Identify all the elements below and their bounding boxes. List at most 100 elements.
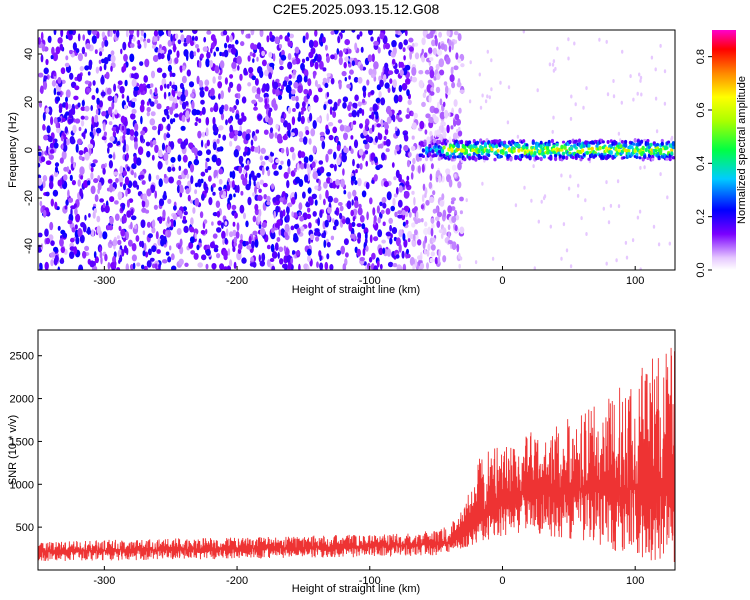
spectrogram-cell — [397, 264, 403, 270]
spectrogram-cell — [411, 111, 414, 117]
spectrogram-cell — [263, 194, 268, 200]
spectrogram-cell — [411, 122, 417, 130]
spectrogram-cell — [440, 121, 446, 127]
spectrogram-cell — [434, 130, 437, 138]
spectrogram-cell — [300, 62, 305, 71]
spectrogram-cell — [265, 83, 270, 92]
spectrogram-cell — [318, 179, 321, 187]
spectrogram-cell — [654, 149, 658, 153]
spectrogram-cell — [67, 103, 72, 110]
spectrogram-cell — [391, 162, 395, 168]
spectrogram-cell — [57, 266, 61, 270]
spectrogram-cell — [235, 231, 240, 239]
spectrogram-cell — [97, 181, 102, 191]
spectrogram-cell — [445, 56, 451, 65]
spectrogram-cell — [43, 67, 49, 75]
spectrogram-cell — [176, 228, 182, 235]
spectrogram-cell — [333, 151, 337, 160]
spectrogram-cell — [340, 178, 345, 188]
spectrogram-y-label: Frequency (Hz) — [7, 112, 19, 188]
spectrogram-cell — [437, 255, 441, 265]
spectrogram-cell — [377, 47, 381, 54]
spectrogram-cell — [380, 209, 385, 215]
spectrogram-cell — [126, 166, 130, 172]
spectrogram-cell — [324, 261, 329, 270]
spectrogram-cell — [109, 216, 114, 225]
spectrogram-cell — [443, 109, 449, 119]
spectrogram-cell — [293, 167, 297, 173]
spectrogram-cell — [203, 219, 208, 224]
spectrogram-cell — [320, 41, 324, 47]
spectrogram-cell — [50, 198, 54, 207]
spectrogram-cell — [61, 143, 64, 150]
spectrogram-cell — [362, 248, 366, 256]
spectrogram-cell — [254, 203, 259, 211]
spectrogram-cell — [427, 243, 431, 251]
spectrogram-cell — [136, 184, 139, 190]
spectrogram-cell — [397, 94, 403, 103]
spectrogram-cell — [312, 145, 317, 154]
spectrogram-cell — [373, 215, 377, 223]
spectrogram-cell — [569, 116, 573, 121]
spectrogram-cell — [375, 111, 379, 120]
spectrogram-cell — [169, 141, 175, 150]
spectrogram-cell — [290, 197, 296, 205]
spectrogram-cell — [215, 46, 220, 52]
spectrogram-cell — [137, 39, 141, 47]
spectrogram-cell — [131, 66, 137, 71]
spectrogram-cell — [136, 157, 142, 166]
spectrogram-cell — [523, 185, 526, 190]
spectrogram-cell — [450, 66, 454, 75]
spectrogram-cell — [59, 238, 64, 247]
spectrogram-cell — [398, 41, 403, 50]
spectrogram-cell — [117, 84, 121, 89]
spectrogram-cell — [194, 197, 200, 207]
spectrogram-cell — [229, 124, 234, 134]
spectrogram-cell — [227, 178, 230, 183]
spectrogram-cell — [445, 85, 449, 94]
spectrogram-cell — [172, 43, 177, 53]
spectrogram-cell — [372, 103, 378, 112]
spectrogram-cell — [334, 219, 339, 227]
spectrogram-cell — [227, 248, 231, 256]
spectrogram-cell — [200, 230, 206, 235]
spectrogram-cell — [217, 81, 223, 89]
spectrogram-cell — [379, 263, 383, 270]
spectrogram-cell — [287, 202, 293, 208]
spectrogram-cell — [72, 42, 77, 51]
spectrogram-cell — [408, 151, 412, 158]
spectrogram-cell — [298, 202, 303, 211]
spectrogram-cell — [131, 254, 137, 262]
spectrogram-cell — [448, 136, 452, 144]
spectrogram-cell — [96, 225, 101, 235]
spectrogram-cell — [328, 122, 334, 127]
spectrogram-cell — [607, 220, 611, 225]
spectrogram-cell — [343, 132, 348, 141]
y-tick-label: 2000 — [10, 394, 34, 406]
spectrogram-cell — [267, 117, 274, 126]
spectrogram-cell — [336, 144, 341, 152]
spectrogram-cell — [552, 68, 556, 73]
spectrogram-cell — [72, 109, 76, 115]
spectrogram-cell — [134, 123, 139, 132]
spectrogram-cell — [90, 172, 94, 180]
spectrogram-cell — [551, 62, 555, 67]
spectrogram-cell — [212, 183, 216, 188]
spectrogram-cell — [353, 139, 359, 149]
spectrogram-cell — [167, 52, 171, 62]
spectrogram-cell — [79, 166, 85, 176]
spectrogram-cell — [152, 139, 157, 146]
spectrogram-cell — [167, 39, 172, 47]
spectrogram-cell — [410, 145, 416, 151]
spectrogram-cell — [567, 37, 570, 42]
spectrogram-background — [38, 30, 675, 270]
spectrogram-cell — [456, 147, 460, 151]
spectrogram-cell — [118, 259, 121, 264]
spectrogram-cell — [258, 188, 262, 194]
spectrogram-cell — [424, 129, 428, 135]
spectrogram-cell — [189, 226, 195, 233]
spectrogram-cell — [389, 224, 392, 232]
spectrogram-cell — [102, 203, 106, 208]
spectrogram-cell — [222, 134, 227, 141]
spectrogram-cell — [335, 179, 340, 186]
